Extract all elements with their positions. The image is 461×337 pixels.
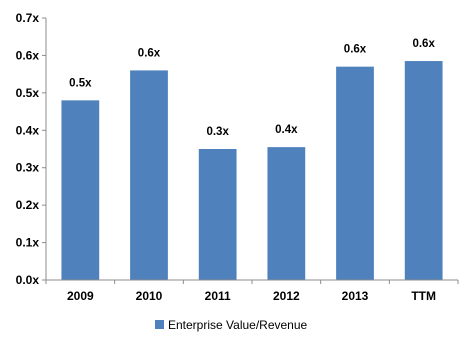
y-tick-label: 0.4x <box>16 123 40 137</box>
bar <box>130 70 168 281</box>
y-tick-label: 0.1x <box>16 236 40 250</box>
bar <box>404 61 443 280</box>
y-tick-label: 0.3x <box>16 161 40 175</box>
data-label: 0.3x <box>206 126 229 138</box>
data-labels: 0.5x 0.6x 0.3x 0.4x 0.6x 0.6x <box>69 38 435 138</box>
bar <box>61 100 100 280</box>
data-label: 0.4x <box>275 124 298 136</box>
x-tick-label: 2012 <box>273 289 300 303</box>
y-tick-label: 0.6x <box>16 48 40 62</box>
x-tick-label: 2010 <box>136 289 163 303</box>
bar <box>198 149 237 280</box>
y-tick-label: 0.0x <box>16 273 40 287</box>
legend-label: Enterprise Value/Revenue <box>168 318 308 332</box>
data-label: 0.6x <box>412 38 435 50</box>
bars <box>61 61 443 281</box>
y-tick-label: 0.5x <box>16 86 40 100</box>
y-tick-label: 0.2x <box>16 198 40 212</box>
x-axis: 2009 2010 2011 2012 2013 TTM <box>45 279 459 303</box>
data-label: 0.6x <box>344 44 367 56</box>
x-tick-label: 2009 <box>67 289 94 303</box>
legend: Enterprise Value/Revenue <box>155 318 308 332</box>
y-tick-label: 0.7x <box>16 11 40 25</box>
x-tick-label: 2011 <box>205 289 231 303</box>
x-tick-label: TTM <box>411 289 436 303</box>
legend-swatch <box>155 320 164 329</box>
bar <box>267 147 306 280</box>
y-axis: 0.0x 0.1x 0.2x 0.3x 0.4x 0.5x 0.6x 0.7x <box>16 11 47 287</box>
x-tick-label: 2013 <box>342 289 369 303</box>
data-label: 0.5x <box>69 77 92 89</box>
data-label: 0.6x <box>138 47 161 59</box>
bar <box>336 66 374 281</box>
